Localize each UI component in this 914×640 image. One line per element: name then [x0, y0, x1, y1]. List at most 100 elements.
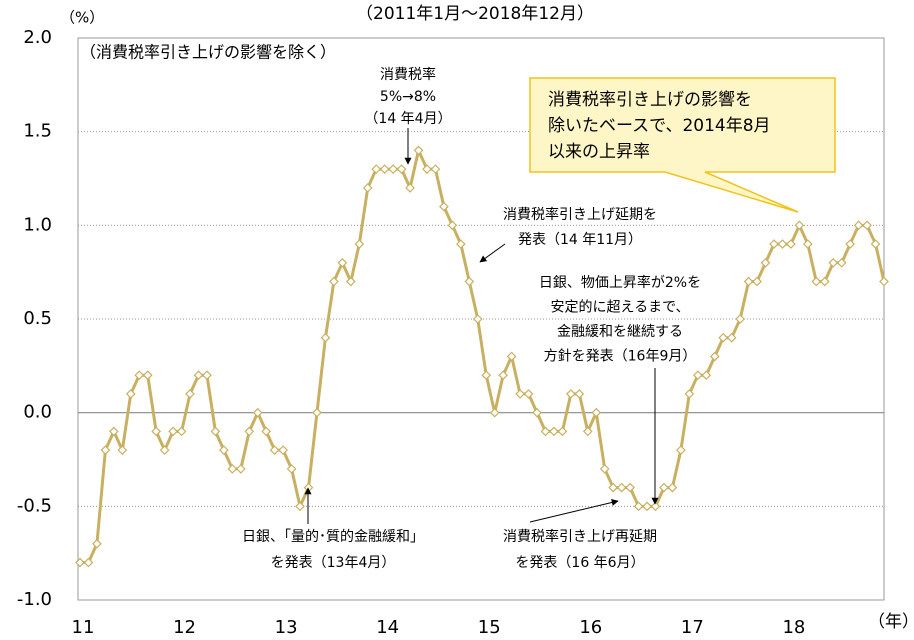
point-marker — [862, 220, 872, 231]
y-tick-label: 2.0 — [23, 27, 52, 48]
point-marker — [870, 239, 881, 249]
point-marker — [650, 501, 661, 512]
point-marker — [244, 426, 255, 437]
x-tick-label: 11 — [72, 617, 95, 638]
y-tick-label: -1.0 — [17, 589, 52, 610]
point-marker — [422, 164, 432, 174]
y-tick-label: 1.0 — [23, 214, 52, 235]
point-marker — [701, 370, 712, 381]
point-marker — [337, 257, 348, 268]
arrow — [479, 243, 506, 263]
annotation: 消費税率引き上げ延期を — [503, 206, 657, 223]
x-tick-label: 15 — [478, 617, 501, 638]
point-marker — [176, 426, 187, 437]
y-tick-label: 1.5 — [23, 121, 52, 142]
annotation: 以来の上昇率 — [548, 142, 650, 162]
point-marker — [261, 426, 272, 437]
arrow — [529, 499, 619, 523]
point-marker — [769, 239, 779, 249]
point-marker — [159, 445, 170, 455]
point-marker — [75, 557, 85, 568]
point-marker — [210, 426, 221, 437]
point-marker — [371, 164, 382, 174]
point-marker — [405, 183, 415, 193]
annotation: 消費税率 — [380, 66, 436, 83]
point-marker — [202, 370, 212, 381]
chart-title: （2011年1月～2018年12月） — [356, 4, 594, 24]
subtitle: （消費税率引き上げの影響を除く） — [80, 43, 336, 62]
annotation: 除いたベースで、2014年8月 — [548, 116, 771, 136]
point-marker — [794, 220, 805, 231]
point-marker — [760, 257, 771, 268]
point-marker — [235, 464, 246, 474]
y-axis-label: （%） — [60, 9, 104, 27]
point-marker — [836, 257, 847, 268]
annotation: 方針を発表（16年9月） — [544, 349, 697, 365]
annotation: 5%→8% — [380, 89, 436, 105]
point-marker — [752, 276, 762, 287]
point-marker — [574, 389, 585, 399]
point-marker — [92, 538, 102, 549]
point-marker — [227, 464, 238, 474]
annotation: 日銀、「量的･質的金融緩和」 — [242, 529, 424, 545]
point-marker — [599, 464, 610, 474]
annotation: 金融緩和を継続する — [557, 323, 683, 340]
point-marker — [142, 370, 153, 381]
point-marker — [616, 482, 627, 493]
callout-box — [529, 77, 836, 213]
annotation: 消費税率引き上げの影響を — [548, 90, 752, 110]
x-tick-label: 16 — [579, 617, 602, 638]
point-marker — [879, 276, 889, 287]
point-marker — [718, 332, 729, 343]
point-marker — [786, 239, 796, 249]
point-marker — [819, 276, 830, 287]
annotation: 日銀、物価上昇率が2%を — [539, 274, 701, 291]
point-marker — [100, 445, 111, 455]
x-tick-label: 18 — [782, 617, 805, 638]
point-marker — [481, 370, 492, 381]
point-marker — [193, 370, 204, 381]
x-tick-label: 12 — [173, 617, 196, 638]
point-marker — [498, 370, 509, 381]
point-marker — [532, 407, 542, 418]
point-marker — [692, 370, 703, 381]
annotation: 消費税率引き上げ再延期 — [503, 528, 657, 545]
x-tick-label: 17 — [681, 617, 704, 638]
point-marker — [557, 426, 568, 437]
series-line — [80, 145, 886, 565]
point-marker — [362, 183, 373, 193]
point-marker — [608, 482, 619, 493]
point-marker — [464, 276, 475, 287]
point-marker — [447, 220, 458, 231]
point-marker — [777, 239, 788, 249]
point-marker — [853, 220, 864, 231]
point-marker — [667, 482, 678, 493]
point-marker — [185, 389, 195, 399]
point-marker — [125, 389, 136, 399]
point-marker — [726, 332, 737, 343]
point-marker — [219, 445, 229, 455]
x-tick-label: 13 — [275, 617, 298, 638]
point-marker — [540, 426, 551, 437]
point-marker — [312, 407, 322, 418]
point-marker — [379, 164, 390, 174]
point-marker — [676, 445, 686, 455]
point-marker — [269, 445, 280, 455]
point-marker — [523, 389, 534, 399]
point-marker — [489, 407, 500, 418]
point-marker — [549, 426, 559, 437]
point-marker — [828, 257, 839, 268]
point-marker — [134, 370, 145, 381]
point-marker — [802, 239, 813, 249]
y-tick-label: 0.5 — [23, 308, 52, 329]
point-marker — [396, 164, 407, 174]
point-marker — [472, 314, 483, 324]
point-marker — [582, 426, 593, 437]
point-marker — [345, 276, 356, 287]
point-marker — [735, 314, 745, 324]
point-marker — [430, 164, 441, 174]
point-marker — [439, 201, 449, 212]
point-marker — [506, 351, 517, 362]
